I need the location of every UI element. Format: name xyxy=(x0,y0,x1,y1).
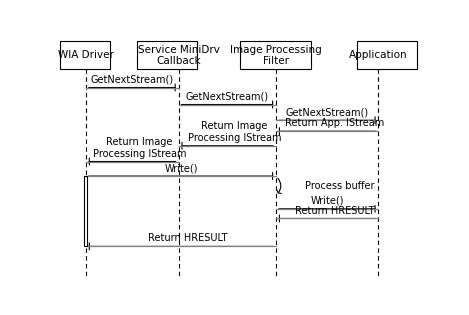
Text: Return Image
Processing IStream: Return Image Processing IStream xyxy=(188,121,281,143)
FancyBboxPatch shape xyxy=(61,42,110,69)
Text: WIA Driver: WIA Driver xyxy=(58,50,114,60)
Text: Process buffer: Process buffer xyxy=(305,181,375,191)
Text: Return Image
Processing IStream: Return Image Processing IStream xyxy=(93,137,186,158)
Text: GetNextStream(): GetNextStream() xyxy=(186,92,269,102)
FancyBboxPatch shape xyxy=(356,42,416,69)
Text: Write(): Write() xyxy=(310,196,344,206)
Text: Return HRESULT: Return HRESULT xyxy=(295,206,374,215)
FancyBboxPatch shape xyxy=(137,42,197,69)
Text: Image Processing
Filter: Image Processing Filter xyxy=(230,45,322,66)
Bar xyxy=(84,176,87,246)
Text: Write(): Write() xyxy=(164,163,198,173)
Text: GetNextStream(): GetNextStream() xyxy=(91,75,174,85)
Text: Application: Application xyxy=(349,50,408,60)
Text: Return HRESULT: Return HRESULT xyxy=(149,233,228,243)
Text: Return App. IStream: Return App. IStream xyxy=(285,118,384,128)
FancyBboxPatch shape xyxy=(240,42,311,69)
Text: Service MiniDrv
Callback: Service MiniDrv Callback xyxy=(137,45,219,66)
Text: GetNextStream(): GetNextStream() xyxy=(286,107,369,117)
